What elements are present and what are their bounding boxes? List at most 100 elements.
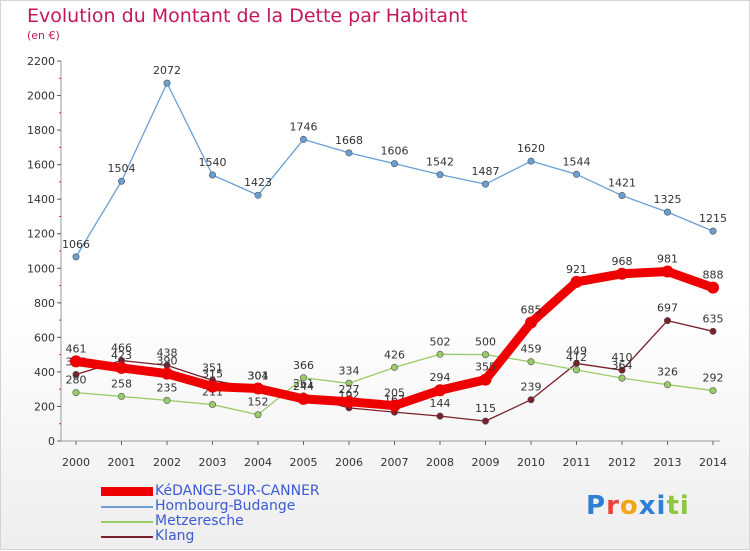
- legend-swatch-metzeresche: [101, 521, 153, 523]
- data-point: [527, 157, 535, 165]
- data-point: [345, 379, 353, 387]
- data-point: [663, 317, 671, 325]
- x-tick-label: 2003: [199, 456, 227, 469]
- data-label: 1504: [108, 162, 136, 175]
- legend-label-kedange: KéDANGE-SUR-CANNER: [155, 483, 320, 499]
- x-tick-label: 2000: [62, 456, 90, 469]
- data-point: [115, 361, 128, 374]
- data-point: [299, 135, 307, 143]
- series-line: [75, 82, 714, 258]
- data-point: [436, 350, 444, 358]
- y-tick-label: 2200: [27, 55, 55, 68]
- y-tick-label: 1000: [27, 262, 55, 275]
- data-point: [434, 384, 446, 397]
- data-label: 355: [475, 361, 496, 374]
- legend-label-hombourg: Hombourg-Budange: [155, 498, 296, 514]
- y-tick-label: 1200: [27, 228, 55, 241]
- data-label: 502: [430, 335, 451, 348]
- data-label: 2072: [153, 64, 181, 77]
- data-label: 326: [657, 366, 678, 379]
- data-point: [161, 367, 173, 380]
- x-tick-label: 2009: [472, 456, 500, 469]
- data-label: 294: [430, 371, 451, 384]
- data-label: 685: [521, 304, 542, 317]
- data-label: 426: [384, 348, 405, 361]
- x-tick-label: 2006: [335, 456, 363, 469]
- data-label: 258: [111, 377, 132, 390]
- data-label: 144: [430, 397, 451, 410]
- data-label: 152: [248, 396, 269, 409]
- data-point: [70, 355, 82, 368]
- data-point: [118, 392, 126, 400]
- data-label: 635: [703, 312, 724, 325]
- data-point: [709, 387, 717, 395]
- data-point: [525, 316, 537, 329]
- data-point: [299, 374, 307, 382]
- data-point: [72, 389, 80, 397]
- x-tick-label: 2007: [381, 456, 409, 469]
- data-label: 697: [657, 302, 678, 315]
- y-tick-label: 1600: [27, 159, 55, 172]
- data-point: [163, 396, 171, 404]
- data-point: [252, 382, 264, 395]
- data-point: [616, 267, 628, 280]
- data-point: [436, 412, 444, 420]
- x-tick-label: 2010: [517, 456, 545, 469]
- x-tick-label: 2011: [563, 456, 591, 469]
- data-point: [618, 192, 626, 200]
- data-label: 1325: [654, 193, 682, 206]
- data-label: 500: [475, 336, 496, 349]
- data-point: [72, 370, 80, 378]
- data-point: [481, 180, 489, 188]
- x-tick-label: 2014: [699, 456, 727, 469]
- legend-label-klang: Klang: [155, 528, 195, 544]
- data-point: [209, 401, 217, 409]
- data-point: [572, 366, 580, 374]
- data-point: [481, 417, 489, 425]
- data-point: [436, 171, 444, 179]
- data-label: 1620: [517, 142, 545, 155]
- data-point: [663, 381, 671, 389]
- data-label: 888: [703, 269, 724, 282]
- y-tick-label: 600: [34, 331, 55, 344]
- data-label: 1540: [199, 156, 227, 169]
- data-label: 1606: [381, 145, 409, 158]
- data-label: 304: [248, 369, 269, 382]
- data-point: [479, 373, 492, 386]
- x-tick-label: 2013: [654, 456, 682, 469]
- data-label: 968: [612, 255, 633, 268]
- x-tick-label: 2004: [244, 456, 272, 469]
- y-tick-label: 0: [48, 435, 55, 448]
- data-label: 1668: [335, 134, 363, 147]
- legend-swatch-hombourg: [101, 506, 153, 508]
- data-label: 205: [384, 387, 405, 400]
- data-label: 1746: [290, 120, 318, 133]
- data-label: 364: [612, 359, 633, 372]
- data-point: [707, 281, 719, 294]
- x-tick-label: 2002: [153, 456, 181, 469]
- y-tick-label: 1400: [27, 193, 55, 206]
- data-label: 981: [657, 253, 678, 266]
- data-label: 1421: [608, 177, 636, 190]
- data-point: [390, 160, 398, 168]
- data-label: 351: [202, 361, 223, 374]
- data-point: [163, 79, 171, 87]
- data-label: 466: [111, 342, 132, 355]
- data-point: [709, 327, 717, 335]
- data-label: 301: [248, 369, 269, 382]
- y-tick-label: 2000: [27, 90, 55, 103]
- data-label: 292: [703, 372, 724, 385]
- data-label: 1215: [699, 212, 727, 225]
- data-label: 449: [566, 344, 587, 357]
- data-point: [709, 227, 717, 235]
- data-point: [527, 358, 535, 366]
- data-point: [618, 374, 626, 382]
- data-point: [570, 275, 583, 288]
- data-point: [572, 170, 580, 178]
- data-point: [254, 411, 262, 419]
- data-point: [206, 380, 219, 393]
- data-label: 1423: [244, 176, 272, 189]
- data-label: 1544: [563, 155, 591, 168]
- data-point: [388, 399, 401, 412]
